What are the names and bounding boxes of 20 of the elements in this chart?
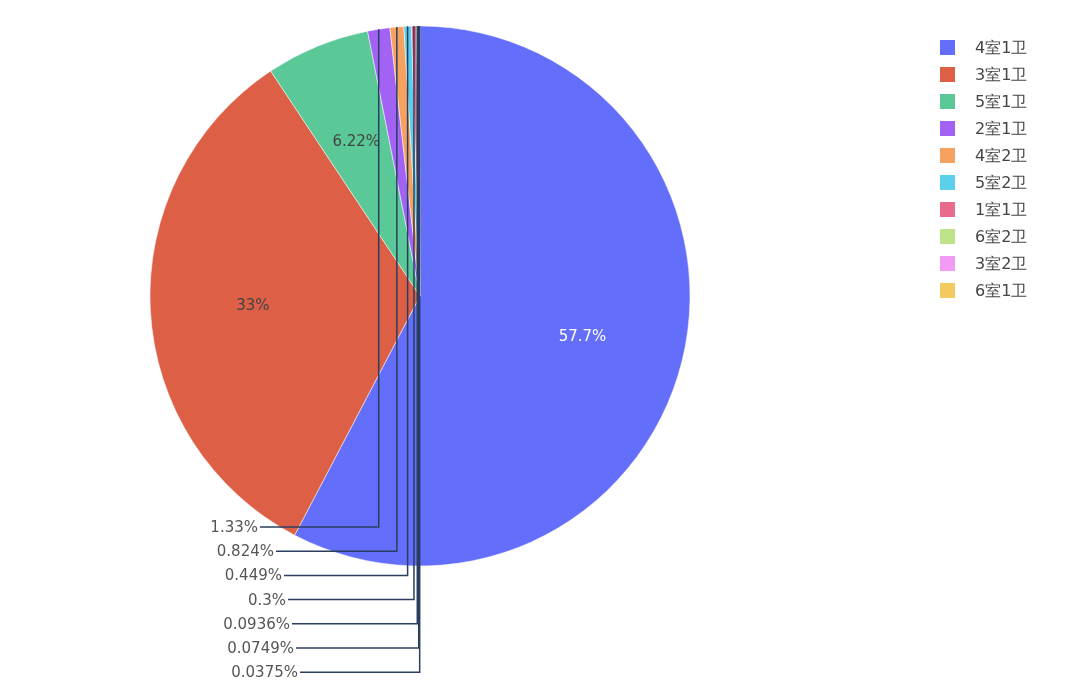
- data-label: 1.33%: [210, 518, 258, 536]
- legend-label: 2室1卫: [975, 119, 1028, 138]
- data-label: 57.7%: [558, 327, 607, 346]
- data-label: 33%: [236, 295, 270, 314]
- legend-label: 4室1卫: [975, 38, 1028, 57]
- data-label: 0.0375%: [231, 663, 298, 682]
- legend-label: 1室1卫: [975, 200, 1028, 219]
- data-label: 0.3%: [247, 590, 286, 609]
- legend-label: 6室1卫: [975, 281, 1028, 300]
- legend-label: 5室1卫: [975, 92, 1028, 111]
- data-label: 0.0936%: [223, 614, 290, 633]
- data-label: 6.22%: [332, 132, 381, 151]
- legend-label: 3室2卫: [975, 254, 1028, 273]
- legend-label: 6室2卫: [975, 227, 1028, 246]
- data-label: 0.824%: [216, 542, 274, 561]
- data-label: 0.0749%: [227, 639, 294, 657]
- legend-label: 4室2卫: [975, 146, 1028, 165]
- legend-label: 5室2卫: [975, 173, 1028, 192]
- data-label: 0.449%: [224, 566, 282, 585]
- legend-label: 3室1卫: [975, 65, 1028, 84]
